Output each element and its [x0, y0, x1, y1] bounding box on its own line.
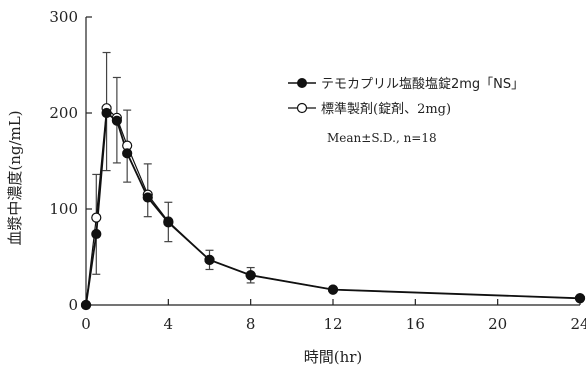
y-tick-label: 200 — [49, 104, 78, 122]
data-point-test — [122, 148, 133, 159]
data-point-test — [91, 228, 102, 240]
x-tick-label: 20 — [488, 315, 507, 333]
x-tick-label: 0 — [81, 315, 91, 333]
x-tick-label: 8 — [246, 315, 256, 333]
x-tick-label: 16 — [406, 315, 425, 333]
data-point-test — [80, 299, 92, 311]
y-tick-label: 0 — [68, 296, 78, 314]
data-point-test — [142, 192, 153, 203]
x-tick-label: 12 — [323, 315, 342, 333]
x-tick-label: 4 — [164, 315, 174, 333]
chart-axes: 0 100 200 300 0 4 8 12 16 20 24 — [49, 8, 586, 333]
data-point-reference — [91, 212, 102, 223]
x-tick-label: 24 — [570, 315, 586, 333]
error-bars — [92, 51, 255, 284]
data-point-test — [204, 254, 215, 265]
chart-legend: テモカプリル塩酸塩錠2mg「NS」 標準製剤(錠剤、2mg) Mean±S.D.… — [288, 77, 524, 145]
x-axis-title: 時間(hr) — [304, 348, 363, 366]
y-tick-label: 300 — [49, 8, 78, 26]
legend-marker-open-circle-icon — [296, 102, 308, 114]
data-point-test — [327, 284, 339, 295]
legend-label-reference: 標準製剤(錠剤、2mg) — [321, 101, 451, 117]
y-tick-label: 100 — [49, 200, 78, 218]
y-axis-title: 血漿中濃度(ng/mL) — [6, 110, 24, 245]
data-point-test — [101, 107, 112, 119]
statistics-annotation: Mean±S.D., n=18 — [327, 131, 437, 145]
data-point-test — [245, 270, 256, 281]
data-point-test — [163, 217, 174, 228]
series-markers — [80, 103, 586, 311]
legend-label-test: テモカプリル塩酸塩錠2mg「NS」 — [321, 77, 524, 92]
data-point-test — [111, 115, 122, 126]
legend-marker-filled-circle-icon — [297, 78, 307, 88]
data-point-test — [574, 293, 586, 304]
